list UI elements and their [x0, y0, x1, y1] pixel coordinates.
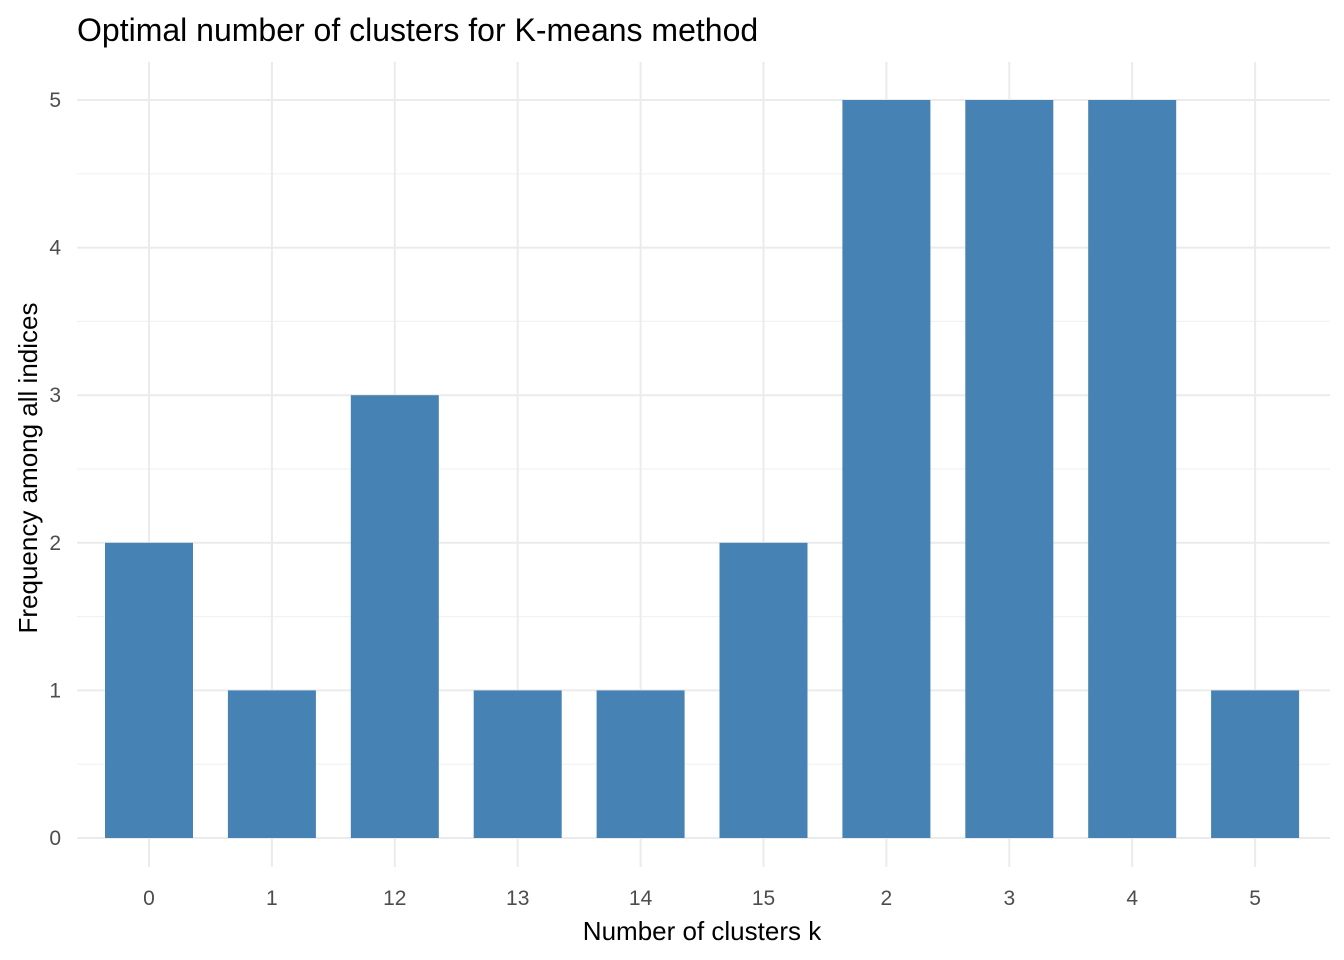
x-tick-label: 1 [266, 887, 278, 910]
x-tick-label: 15 [752, 887, 775, 910]
y-tick-label: 0 [49, 827, 61, 850]
x-axis-title: Number of clusters k [583, 916, 822, 946]
y-tick-label: 2 [49, 532, 61, 555]
x-tick-label: 2 [881, 887, 893, 910]
chart-title: Optimal number of clusters for K-means m… [77, 12, 758, 48]
bar-4 [1088, 100, 1177, 838]
y-tick-label: 3 [49, 384, 61, 407]
bars [105, 100, 1300, 838]
x-tick-label: 3 [1003, 887, 1015, 910]
x-tick-label: 4 [1126, 887, 1138, 910]
y-tick-label: 4 [49, 237, 61, 260]
y-tick-label: 5 [49, 89, 61, 112]
y-axis-title: Frequency among all indices [13, 303, 43, 634]
x-tick-label: 13 [506, 887, 529, 910]
x-tick-label: 5 [1249, 887, 1261, 910]
x-axis-ticks: 0 1 12 13 14 15 2 3 4 5 [143, 887, 1261, 910]
bar-14 [596, 690, 685, 838]
x-tick-label: 0 [143, 887, 155, 910]
bar-1 [227, 690, 316, 838]
bar-5 [1211, 690, 1300, 838]
bar-13 [473, 690, 562, 838]
bar-12 [350, 395, 439, 838]
y-tick-label: 1 [49, 679, 61, 702]
bar-15 [719, 542, 808, 838]
y-axis-ticks: 0 1 2 3 4 5 [49, 89, 61, 850]
bar-0 [105, 542, 193, 838]
bar-3 [965, 100, 1054, 838]
x-tick-label: 12 [383, 887, 406, 910]
x-tick-label: 14 [629, 887, 653, 910]
bar-2 [842, 100, 931, 838]
